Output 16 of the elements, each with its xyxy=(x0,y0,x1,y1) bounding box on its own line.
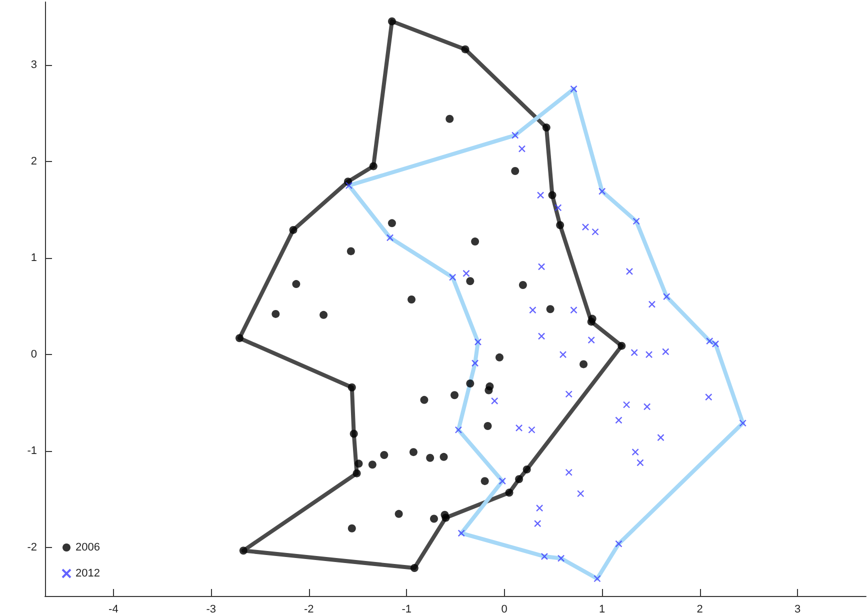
x-tick-label: 3 xyxy=(794,604,801,615)
x-tick-label: -2 xyxy=(304,604,314,615)
y-tick-label: 0 xyxy=(30,348,37,361)
y-tick-label: -2 xyxy=(27,542,37,554)
x-tick-label: 0 xyxy=(501,604,508,615)
y-tick-label: 2 xyxy=(30,155,37,168)
x-tick-label: 2 xyxy=(696,604,703,615)
legend-label: 2006 xyxy=(76,542,100,554)
x-tick-label: 1 xyxy=(599,604,606,615)
legend-label: 2012 xyxy=(76,568,100,580)
y-tick-label: -1 xyxy=(27,445,37,458)
y-tick-label: 3 xyxy=(30,58,37,71)
x-tick-label: -4 xyxy=(108,604,118,615)
x-tick-label: -3 xyxy=(206,604,216,615)
x-tick-label: -1 xyxy=(402,604,412,615)
y-tick-label: 1 xyxy=(30,252,37,264)
